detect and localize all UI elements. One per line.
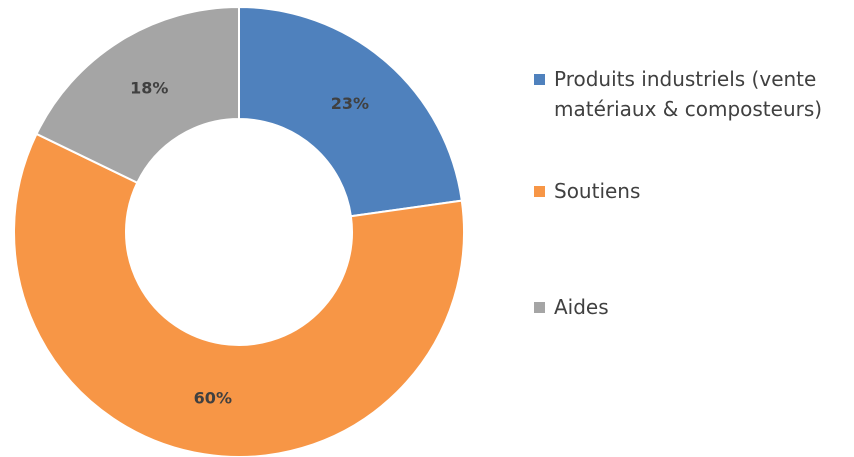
legend-swatch [534, 74, 545, 85]
donut-segment [13, 132, 465, 457]
legend-label: Soutiens [554, 179, 641, 203]
legend-item: Produits industriels (vente matériaux & … [534, 64, 834, 124]
donut-segment [238, 5, 463, 218]
legend-label: Aides [554, 295, 609, 319]
chart: 23% 60% 18% [13, 5, 465, 457]
legend-swatch [534, 186, 545, 197]
data-label: 23% [331, 94, 369, 113]
data-label: 60% [194, 388, 232, 407]
legend-label: Produits industriels (vente matériaux & … [554, 67, 823, 121]
donut-segment [35, 5, 240, 185]
legend-item: Aides [534, 292, 834, 322]
data-label: 18% [130, 78, 168, 97]
legend-item: Soutiens [534, 176, 834, 206]
legend-swatch [534, 302, 545, 313]
